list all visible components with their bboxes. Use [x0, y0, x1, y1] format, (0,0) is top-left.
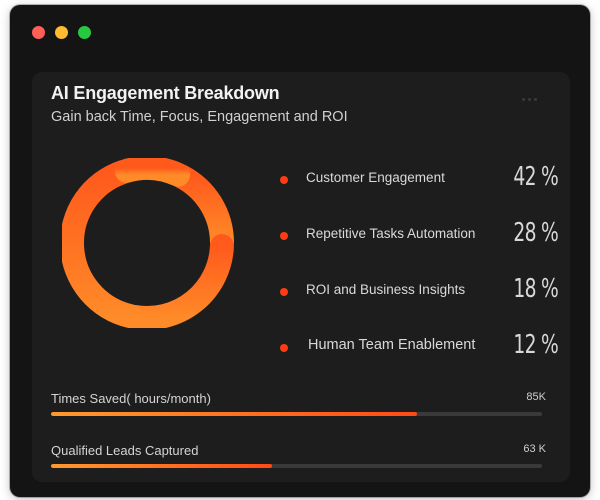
legend-value: 28 % — [513, 218, 558, 248]
breakdown-legend: Customer Engagement 42 % Repetitive Task… — [277, 160, 562, 384]
app-window: AI Engagement Breakdown Gain back Time, … — [10, 5, 590, 497]
progress-fill — [51, 412, 417, 416]
breakdown-donut-chart — [62, 158, 234, 328]
donut-segment — [62, 159, 143, 328]
legend-item: Customer Engagement 42 % — [277, 160, 562, 216]
legend-label: ROI and Business Insights — [306, 282, 466, 297]
legend-dot — [280, 176, 288, 184]
donut-segment — [121, 234, 234, 328]
legend-dot — [280, 344, 288, 352]
card-subtitle: Gain back Time, Focus, Engagement and RO… — [51, 109, 348, 125]
window-controls — [32, 26, 91, 39]
maximize-window-button[interactable] — [78, 26, 91, 39]
metric-value: 63 K — [523, 443, 546, 455]
legend-label: Repetitive Tasks Automation — [306, 226, 476, 241]
donut-segment — [114, 158, 191, 187]
progress-track — [51, 464, 542, 468]
progress-fill — [51, 464, 272, 468]
legend-item: Repetitive Tasks Automation 28 % — [277, 216, 562, 272]
metric-label: Times Saved( hours/month) — [51, 391, 211, 406]
legend-dot — [280, 232, 288, 240]
card-title: AI Engagement Breakdown — [51, 83, 280, 103]
metric-value: 85K — [526, 391, 546, 403]
engagement-card: AI Engagement Breakdown Gain back Time, … — [32, 72, 570, 482]
legend-label: Customer Engagement — [306, 170, 445, 185]
more-dots-icon[interactable] — [522, 98, 537, 101]
legend-value: 18 % — [513, 274, 558, 304]
legend-item: Human Team Enablement 12 % — [277, 328, 562, 384]
progress-track — [51, 412, 542, 416]
legend-label: Human Team Enablement — [308, 337, 476, 353]
minimize-window-button[interactable] — [55, 26, 68, 39]
legend-value: 42 % — [513, 162, 558, 192]
close-window-button[interactable] — [32, 26, 45, 39]
legend-value: 12 % — [513, 330, 558, 360]
legend-dot — [280, 288, 288, 296]
donut-segment — [169, 164, 234, 255]
legend-item: ROI and Business Insights 18 % — [277, 272, 562, 328]
metric-label: Qualified Leads Captured — [51, 443, 199, 458]
